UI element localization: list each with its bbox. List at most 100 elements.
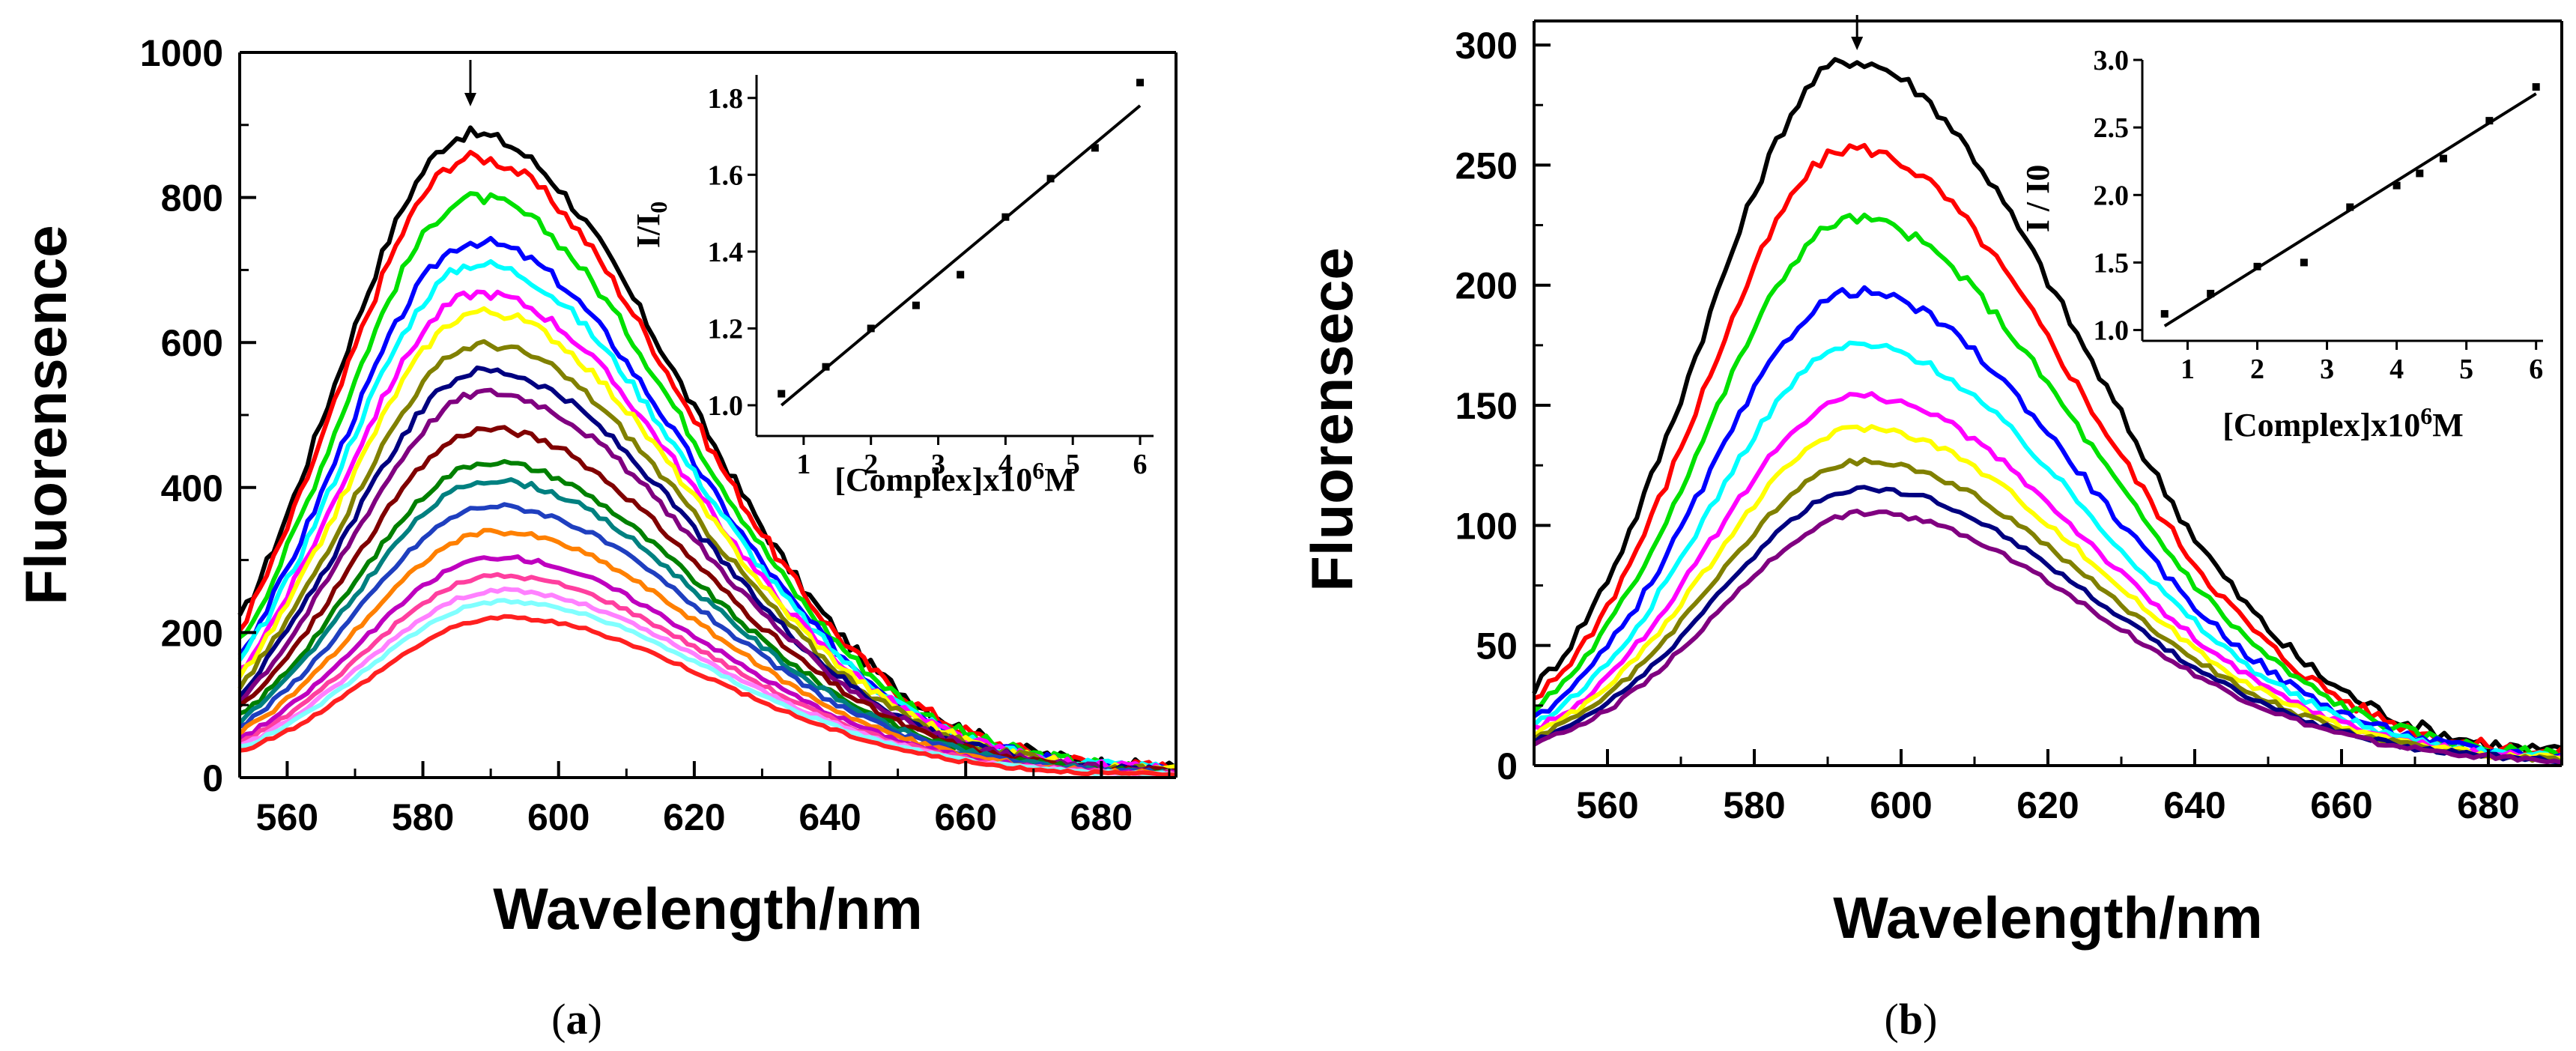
a-inset-y-tick-label: 1.4 xyxy=(708,237,744,268)
b-inset-x-tick-label: 6 xyxy=(2529,354,2543,385)
a-inset-y-tick-label: 1.6 xyxy=(708,160,744,191)
a-inset-x-tick-label: 5 xyxy=(1066,449,1080,480)
b-y-tick-label: 50 xyxy=(1476,626,1518,667)
a-inset-fit xyxy=(780,104,1142,407)
a-arrow-head xyxy=(464,93,476,106)
b-curve-3 xyxy=(1532,212,2564,762)
b-curve-5 xyxy=(1532,340,2563,763)
b-inset-points xyxy=(2160,83,2540,318)
a-inset-point xyxy=(867,324,875,333)
b-tick-labels: 560 580 600 620 640 660 680 0 50 100 150 200 250 300 xyxy=(1455,25,2520,826)
a-x-tick-label: 560 xyxy=(256,796,318,838)
b-inset-x-tick-label: 3 xyxy=(2320,354,2334,385)
b-inset-point xyxy=(2346,203,2354,211)
a-inset-ticks: 1 2 3 4 5 6 1.0 1.2 1.4 1.6 1.8 xyxy=(708,83,1148,480)
b-x-axis-label: Wavelength/nm xyxy=(1833,885,2263,951)
b-inset-x-tick-label: 1 xyxy=(2180,354,2195,385)
a-inset-x-tick-label: 3 xyxy=(931,449,945,480)
a-inset-points xyxy=(778,79,1145,398)
a-emission-curves xyxy=(237,125,1178,778)
a-tick-labels: 560 580 600 620 640 660 680 0 200 400 600 800 1000 xyxy=(140,32,1133,838)
b-x-tick-label: 560 xyxy=(1576,784,1638,826)
b-inset-point xyxy=(2160,309,2169,318)
b-x-tick-label: 600 xyxy=(1870,784,1932,826)
a-inset-y-tick-label: 1.2 xyxy=(708,313,744,345)
a-inset-plot: 1 2 3 4 5 6 1.0 1.2 1.4 1.6 1.8 [Complex]x106M I/I… xyxy=(630,75,1154,498)
b-inset-point xyxy=(2253,262,2261,270)
a-inset-point xyxy=(1046,175,1055,183)
b-y-tick-label: 100 xyxy=(1455,505,1518,547)
a-curve-20 xyxy=(239,614,1177,778)
a-curve-12 xyxy=(238,458,1177,776)
b-inset-y-tick-label: 1.5 xyxy=(2094,247,2130,279)
b-inset-y-label: I / I0 xyxy=(2019,165,2056,232)
b-inset-x-label: [Complex]x106M xyxy=(2222,402,2464,443)
a-inset-point xyxy=(822,363,830,371)
b-y-tick-label: 250 xyxy=(1455,145,1518,187)
a-inset-x-label: [Complex]x106M xyxy=(834,457,1076,498)
a-curve-8 xyxy=(237,339,1177,777)
b-inset-point xyxy=(2207,289,2215,297)
b-y-tick-label: 200 xyxy=(1455,265,1518,307)
a-caption: (a) xyxy=(551,995,602,1044)
a-inset-x-tick-label: 2 xyxy=(864,449,878,480)
b-y-tick-label: 300 xyxy=(1455,25,1518,67)
a-y-tick-label: 800 xyxy=(161,178,223,219)
b-inset-y-tick-label: 2.0 xyxy=(2094,180,2130,211)
b-inset-y-tick-label: 1.0 xyxy=(2094,315,2130,347)
b-inset-plot: 1 2 3 4 5 6 1.0 1.5 2.0 2.5 3.0 [Complex]x106M I /… xyxy=(2019,45,2543,443)
a-y-tick-label: 200 xyxy=(161,612,223,654)
b-inset-y-tick-label: 3.0 xyxy=(2094,45,2130,76)
b-curve-2 xyxy=(1533,142,2563,758)
b-inset-x-tick-label: 5 xyxy=(2459,354,2473,385)
a-y-tick-label: 400 xyxy=(161,467,223,509)
a-x-tick-label: 600 xyxy=(527,796,590,838)
b-inset-x-tick-label: 4 xyxy=(2389,354,2404,385)
a-x-tick-label: 620 xyxy=(663,796,725,838)
a-x-tick-label: 580 xyxy=(392,796,454,838)
a-inset-point xyxy=(957,270,965,279)
a-axis-ticks xyxy=(240,51,1171,779)
b-inset-x-tick-label: 2 xyxy=(2250,354,2264,385)
b-caption: (b) xyxy=(1885,995,1938,1044)
a-y-tick-label: 1000 xyxy=(140,32,223,74)
b-x-tick-label: 660 xyxy=(2310,784,2372,826)
a-curve-14 xyxy=(238,502,1178,777)
a-x-axis-label: Wavelength/nm xyxy=(493,876,923,942)
a-inset-x-tick-label: 6 xyxy=(1133,449,1148,480)
b-x-tick-label: 680 xyxy=(2457,784,2519,826)
b-x-tick-label: 640 xyxy=(2163,784,2225,826)
a-y-tick-label: 600 xyxy=(161,322,223,364)
b-emission-curves xyxy=(1532,57,2564,765)
a-x-tick-label: 660 xyxy=(934,796,996,838)
b-x-tick-label: 620 xyxy=(2016,784,2079,826)
b-inset-point xyxy=(2532,83,2540,91)
b-y-axis-label: Fluorensece xyxy=(1299,247,1365,592)
b-inset-point xyxy=(2439,154,2447,163)
b-inset-y-tick-label: 2.5 xyxy=(2094,112,2130,144)
panel-b: 560 580 600 620 640 660 680050100150200250300 … xyxy=(1299,15,2564,1044)
b-curve-9 xyxy=(1533,485,2563,765)
b-inset-ticks: 1 2 3 4 5 6 1.0 1.5 2.0 2.5 3.0 xyxy=(2094,45,2544,385)
a-y-tick-label: 0 xyxy=(202,757,223,799)
b-arrow-head xyxy=(1851,37,1864,50)
a-inset-point xyxy=(778,390,786,398)
a-inset-point xyxy=(912,301,920,309)
a-inset-y-tick-label: 1.0 xyxy=(708,390,744,422)
b-inset-point xyxy=(2485,117,2494,125)
b-axis-ticks xyxy=(1534,43,2490,767)
panel-a: 560 580 600 620 640 660 680 0 200 400 600 800 1000 W… xyxy=(13,32,1178,1044)
b-inset-point xyxy=(2300,258,2308,267)
a-y-axis-label: Fluorensence xyxy=(13,225,79,605)
a-inset-x-tick-label: 4 xyxy=(998,449,1013,480)
a-inset-point xyxy=(1001,213,1010,221)
a-inset-point xyxy=(1136,79,1145,87)
b-peak-arrow xyxy=(1851,15,1864,50)
a-inset-point xyxy=(1091,144,1099,152)
b-x-tick-label: 580 xyxy=(1723,784,1785,826)
a-inset-y-label: I/I0 xyxy=(630,202,672,248)
a-curve-10 xyxy=(237,387,1178,777)
a-x-tick-label: 680 xyxy=(1070,796,1133,838)
b-inset-point xyxy=(2416,169,2424,178)
